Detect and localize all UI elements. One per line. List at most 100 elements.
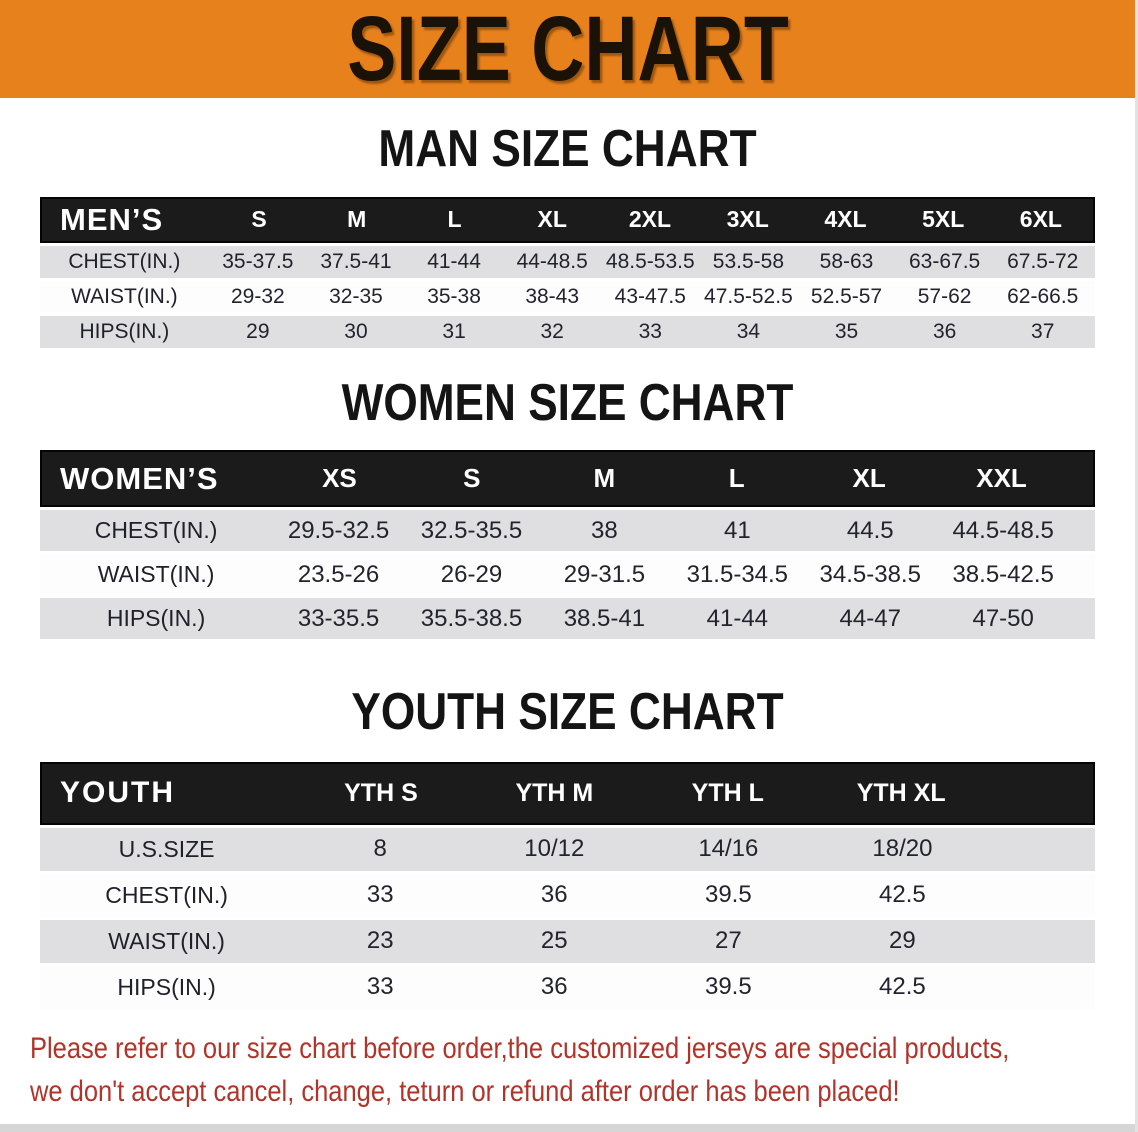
size-value-cell: 58-63 [819, 249, 874, 273]
size-value-cell: 26-29 [440, 560, 503, 588]
women-size-table: WOMEN’S XS S M L XL XXL CHEST(IN.) 29.5-32.5 32.5… [40, 450, 1095, 640]
size-value-cell: 52.5-57 [810, 284, 883, 308]
size-value-cell: 33 [638, 319, 662, 343]
image-bottom-edge [0, 1124, 1135, 1132]
size-value-cell: 37.5-41 [320, 249, 392, 273]
size-value-cell: 38-43 [525, 284, 580, 308]
table-header-row: MEN’S S M L XL 2XL 3XL 4XL 5XL 6XL [40, 196, 1095, 243]
table-header-row: YOUTH YTH S YTH M YTH L YTH XL [40, 761, 1095, 825]
women-size-section: WOMEN SIZE CHART WOMEN’S XS S M L XL XXL CHEST(… [0, 375, 1135, 640]
row-label: CHEST(IN.) [105, 881, 228, 908]
size-column-header: 5XL [922, 206, 965, 233]
table-group-label: YOUTH [60, 776, 175, 810]
row-label: CHEST(IN.) [94, 517, 218, 544]
row-label: CHEST(IN.) [68, 249, 181, 273]
size-value-cell: 29 [246, 319, 270, 343]
size-column-header: L [447, 206, 462, 233]
size-value-cell: 44.5-48.5 [952, 516, 1054, 544]
size-value-cell: 39.5 [704, 881, 752, 909]
table-group-label: WOMEN’S [60, 460, 219, 496]
table-row: HIPS(IN.) 33 36 39.5 42.5 [40, 965, 1095, 1009]
size-value-cell: 33 [366, 973, 394, 1001]
row-label: U.S.SIZE [118, 835, 215, 862]
size-value-cell: 14/16 [698, 835, 759, 863]
size-column-header: M [593, 463, 616, 494]
size-value-cell: 31.5-34.5 [686, 560, 789, 588]
row-label: WAIST(IN.) [108, 927, 225, 954]
size-value-cell: 10/12 [524, 835, 585, 863]
man-size-section: MAN SIZE CHART MEN’S S M L XL 2XL 3XL 4XL 5XL 6XL… [0, 122, 1135, 348]
size-value-cell: 8 [373, 835, 387, 863]
table-row: CHEST(IN.) 29.5-32.5 32.5-35.5 38 41 44.5 44.5… [40, 510, 1095, 552]
size-value-cell: 35-38 [427, 284, 481, 308]
size-column-header: YTH L [691, 778, 764, 807]
size-value-cell: 41-44 [706, 604, 769, 632]
disclaimer-line-1: Please refer to our size chart before or… [30, 1031, 1010, 1065]
size-value-cell: 32.5-35.5 [420, 516, 523, 544]
size-value-cell: 44.5 [846, 516, 894, 544]
size-column-header: XL [537, 206, 567, 233]
size-value-cell: 30 [344, 319, 368, 343]
size-column-header: 3XL [726, 206, 769, 233]
size-value-cell: 29-31.5 [563, 560, 646, 588]
men-size-table: MEN’S S M L XL 2XL 3XL 4XL 5XL 6XL CHEST(IN.) 35-37… [40, 196, 1095, 348]
size-value-cell: 35.5-38.5 [420, 604, 523, 632]
table-row: HIPS(IN.) 29 30 31 32 33 34 35 36 37 [40, 315, 1095, 348]
size-value-cell: 53.5-58 [712, 249, 785, 273]
size-value-cell: 41 [723, 516, 751, 544]
size-column-header: XXL [976, 463, 1027, 494]
size-value-cell: 38 [591, 516, 618, 544]
table-header-row: WOMEN’S XS S M L XL XXL [40, 450, 1095, 508]
size-column-header: 4XL [824, 206, 867, 233]
youth-size-section: YOUTH SIZE CHART YOUTH YTH S YTH M YTH L YTH… [0, 685, 1135, 1009]
size-value-cell: 42.5 [879, 881, 926, 909]
size-column-header: YTH XL [856, 778, 946, 807]
table-row: U.S.SIZE 8 10/12 14/16 18/20 [40, 827, 1095, 871]
banner: SIZE CHART [0, 0, 1135, 98]
size-value-cell: 33-35.5 [297, 604, 380, 632]
row-label: HIPS(IN.) [79, 319, 170, 343]
size-column-header: 6XL [1019, 206, 1062, 233]
size-value-cell: 23 [366, 927, 394, 955]
size-column-header: 2XL [628, 206, 672, 233]
size-value-cell: 29-32 [230, 284, 285, 308]
size-column-header: YTH S [344, 778, 418, 807]
size-value-cell: 63-67.5 [909, 249, 981, 273]
size-value-cell: 47.5-52.5 [704, 284, 793, 308]
size-value-cell: 35-37.5 [222, 249, 294, 273]
page-title: SIZE CHART [346, 0, 789, 98]
table-row: CHEST(IN.) 33 36 39.5 42.5 [40, 873, 1095, 917]
size-value-cell: 67.5-72 [1007, 249, 1079, 273]
size-column-header: XL [852, 463, 886, 494]
size-value-cell: 37 [1031, 319, 1055, 343]
size-column-header: YTH M [515, 778, 594, 807]
size-value-cell: 38.5-42.5 [952, 560, 1054, 588]
man-section-heading: MAN SIZE CHART [378, 120, 757, 178]
table-row: WAIST(IN.) 23 25 27 29 [40, 919, 1095, 963]
table-group-label: MEN’S [60, 201, 164, 237]
row-label: HIPS(IN.) [106, 605, 206, 632]
size-column-header: S [463, 463, 481, 494]
size-value-cell: 48.5-53.5 [605, 249, 695, 273]
size-value-cell: 57-62 [917, 284, 972, 308]
size-value-cell: 44-48.5 [516, 249, 588, 273]
size-value-cell: 34 [736, 319, 761, 343]
row-label: WAIST(IN.) [97, 561, 215, 588]
size-value-cell: 41-44 [427, 249, 481, 273]
size-value-cell: 29 [889, 927, 916, 955]
row-label: WAIST(IN.) [71, 284, 178, 308]
table-row: CHEST(IN.) 35-37.5 37.5-41 41-44 44-48.5 48.5… [40, 245, 1095, 278]
disclaimer-text: Please refer to our size chart before or… [30, 1027, 1010, 1114]
size-value-cell: 43-47.5 [614, 284, 686, 308]
size-value-cell: 29.5-32.5 [287, 516, 390, 544]
size-column-header: L [728, 463, 745, 494]
size-value-cell: 47-50 [972, 604, 1034, 632]
size-column-header: S [251, 206, 267, 233]
size-value-cell: 62-66.5 [1007, 284, 1079, 308]
size-value-cell: 33 [366, 881, 394, 909]
size-value-cell: 42.5 [879, 973, 926, 1001]
table-row: WAIST(IN.) 23.5-26 26-29 29-31.5 31.5-34.5 34… [40, 554, 1095, 596]
size-value-cell: 32 [540, 319, 564, 343]
size-value-cell: 27 [714, 927, 742, 955]
size-value-cell: 44-47 [839, 604, 901, 632]
